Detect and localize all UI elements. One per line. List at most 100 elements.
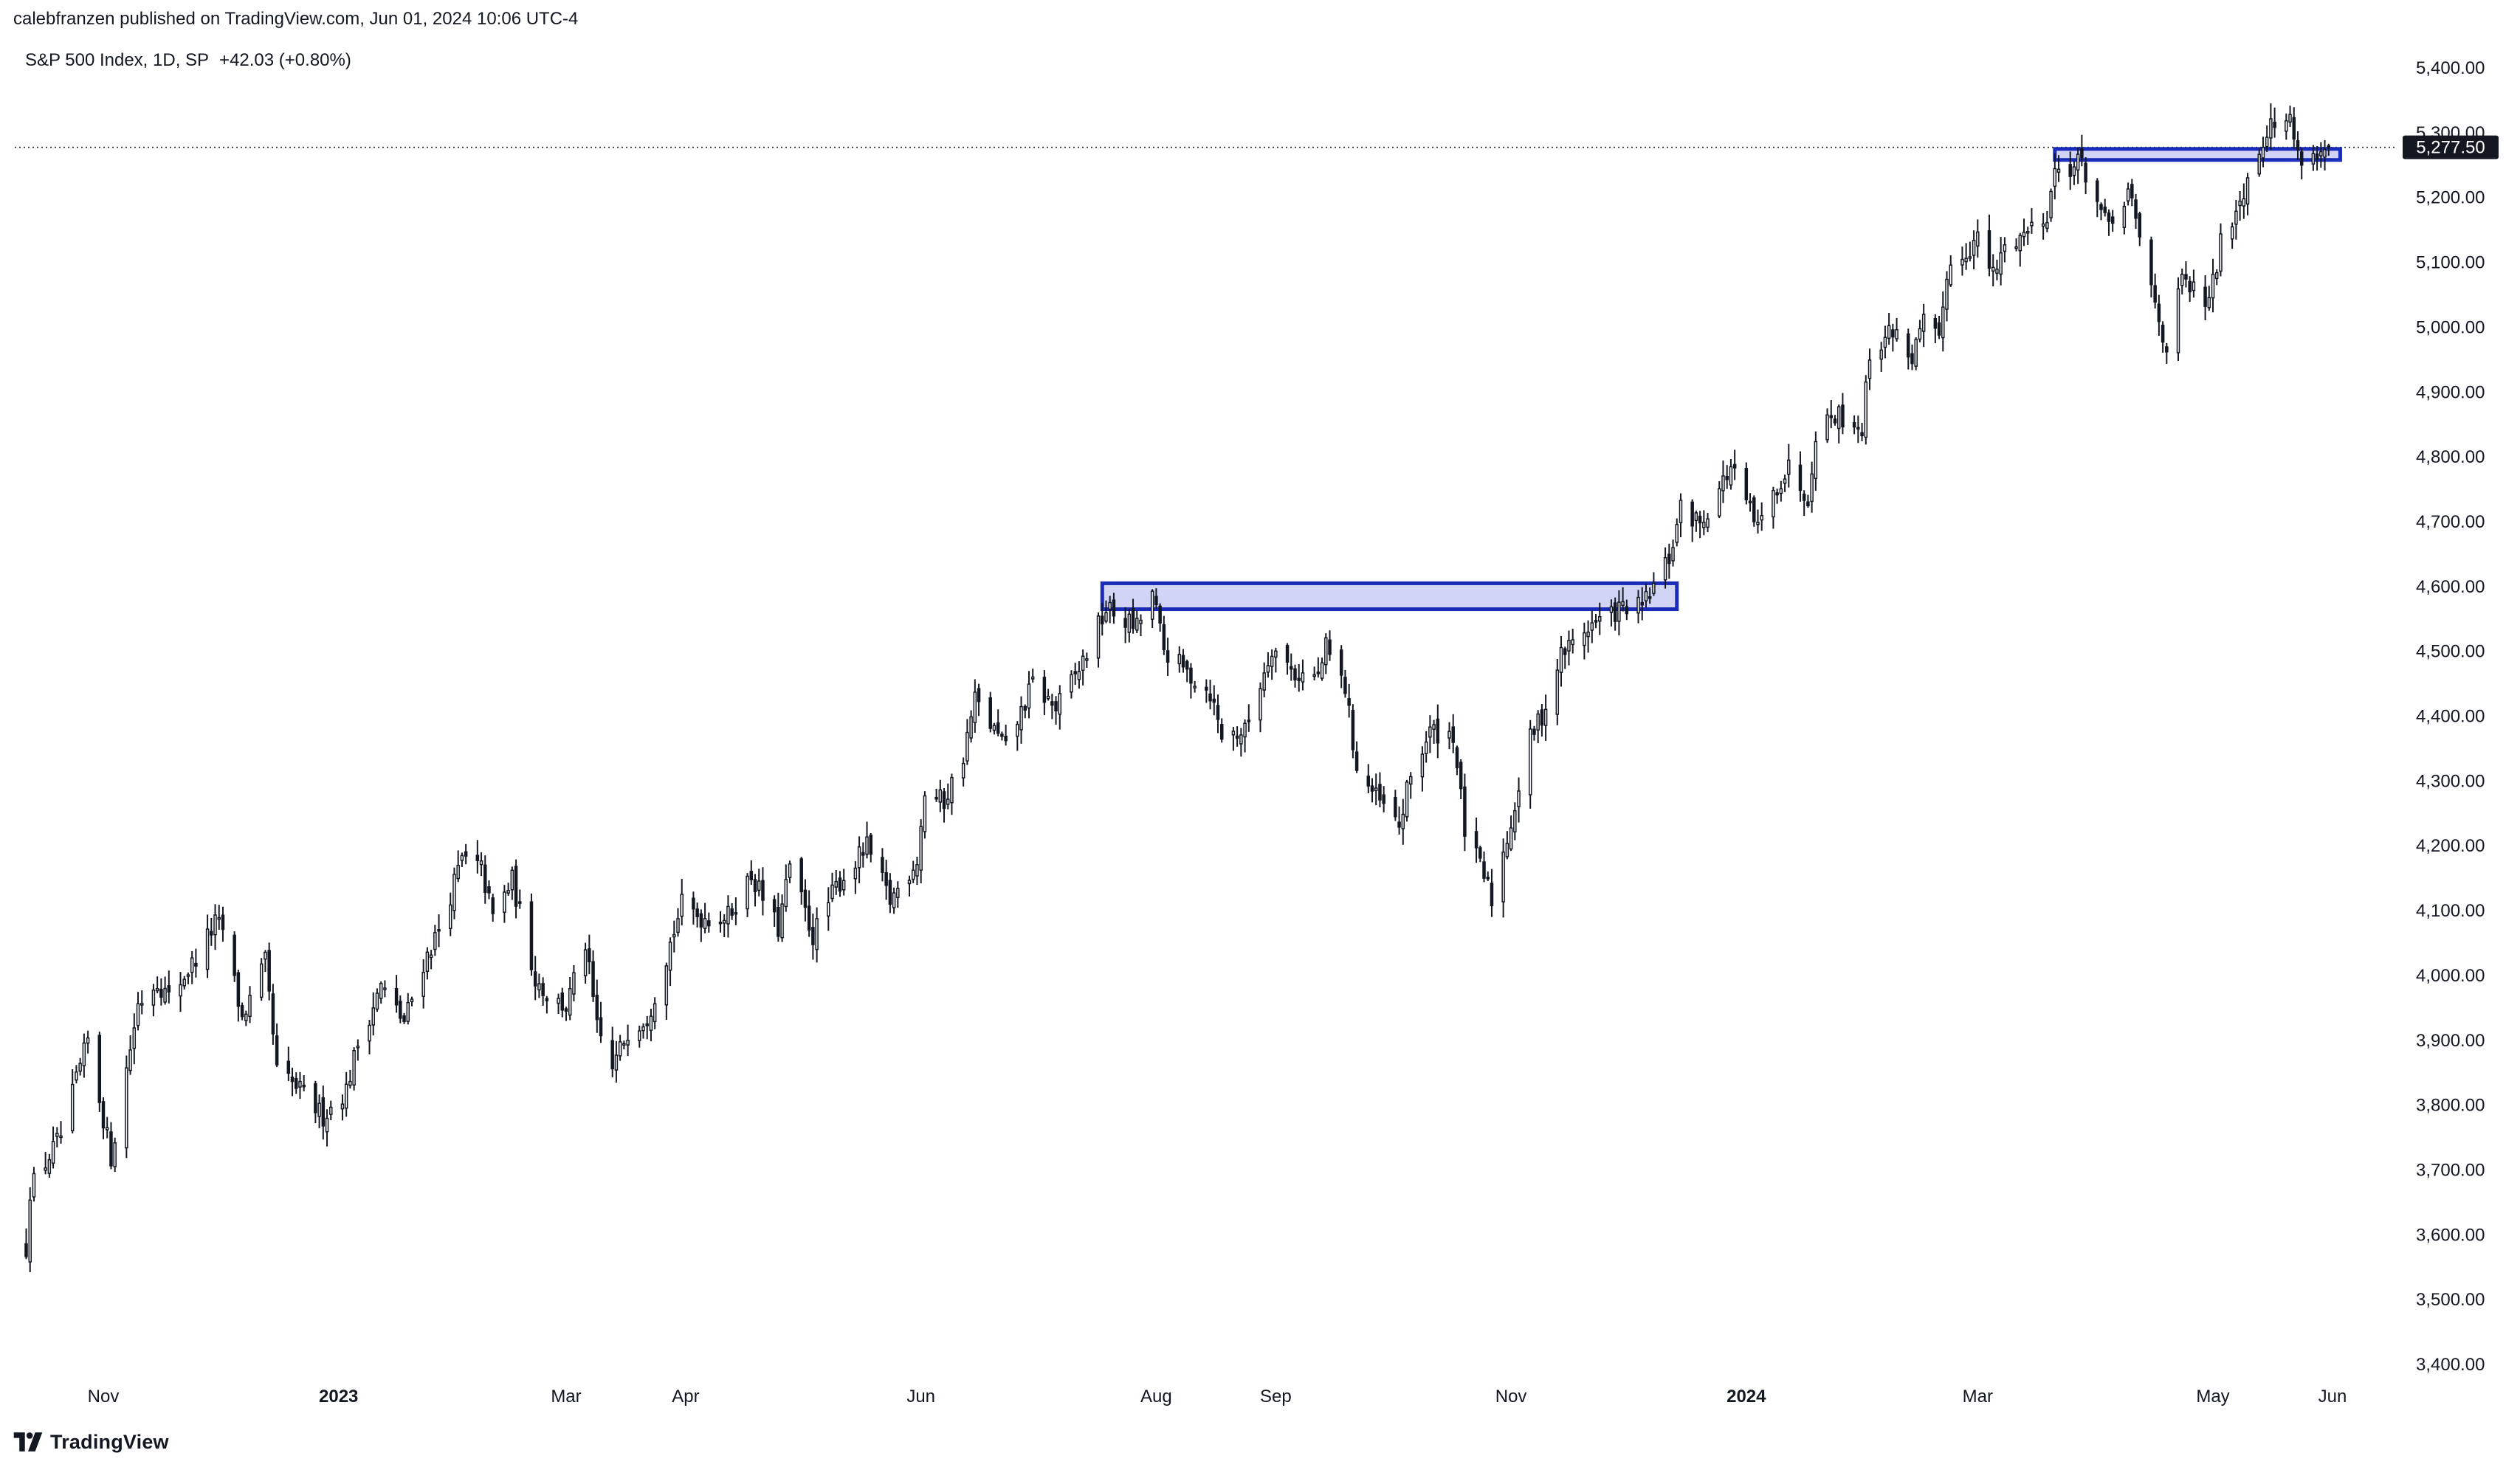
candle-down xyxy=(1841,404,1845,428)
candle-up xyxy=(368,1024,371,1042)
candle-up xyxy=(2245,177,2250,205)
candle-up xyxy=(1976,231,1980,247)
candle-up xyxy=(1070,674,1073,693)
candle-up xyxy=(1501,852,1505,902)
candle-up xyxy=(2323,148,2327,158)
x-tick-label: May xyxy=(2196,1387,2229,1406)
y-tick-label: 3,700.00 xyxy=(2416,1160,2485,1180)
candle-up xyxy=(2072,166,2076,176)
candle-down xyxy=(233,934,236,976)
candle-up xyxy=(780,903,784,939)
candle-up xyxy=(2076,153,2080,171)
candle-down xyxy=(1640,601,1644,606)
candle-down xyxy=(1725,475,1729,480)
candle-up xyxy=(325,1117,329,1133)
candle-down xyxy=(1852,422,1856,428)
y-tick-label: 3,600.00 xyxy=(2416,1225,2485,1245)
symbol-legend[interactable]: S&P 500 Index, 1D, SP +42.03 (+0.80%) xyxy=(25,50,351,71)
candle-up xyxy=(217,917,221,920)
candle-up xyxy=(641,1026,645,1032)
candle-up xyxy=(1374,787,1378,792)
candle-up xyxy=(853,867,858,880)
y-tick-label: 5,100.00 xyxy=(2416,253,2485,273)
candle-up xyxy=(1081,655,1085,672)
candle-up xyxy=(969,716,973,739)
candle-down xyxy=(2188,280,2192,293)
candle-down xyxy=(2157,303,2161,322)
candle-down xyxy=(1732,463,1737,469)
candle-up xyxy=(344,1083,348,1109)
candle-down xyxy=(1316,672,1321,674)
y-tick-label: 4,200.00 xyxy=(2416,836,2485,856)
candle-up xyxy=(614,1054,619,1071)
candle-up xyxy=(2319,151,2323,156)
candle-up xyxy=(32,1173,36,1198)
candle-up xyxy=(503,891,506,913)
candle-down xyxy=(2068,164,2072,177)
candle-down xyxy=(514,866,518,907)
candle-down xyxy=(236,972,241,1007)
y-tick-label: 4,400.00 xyxy=(2416,707,2485,727)
candle-down xyxy=(1532,728,1536,735)
x-tick-label: 2024 xyxy=(1727,1387,1766,1406)
candle-down xyxy=(861,852,865,856)
candle-up xyxy=(915,864,919,877)
candle-down xyxy=(2107,212,2111,222)
candle-up xyxy=(1139,619,1143,624)
candle-down xyxy=(1613,602,1617,622)
candle-up xyxy=(132,1027,137,1049)
candle-up xyxy=(356,1046,360,1049)
candle-down xyxy=(483,864,487,893)
candle-up xyxy=(583,949,588,976)
candle-up xyxy=(1964,258,1968,263)
candle-up xyxy=(479,860,483,866)
candle-down xyxy=(1343,677,1347,694)
candle-up xyxy=(75,1071,78,1081)
x-tick-label: Sep xyxy=(1260,1387,1292,1406)
candle-up xyxy=(70,1083,75,1132)
resistance-zone-1[interactable] xyxy=(1100,581,1679,612)
candle-up xyxy=(1016,723,1019,737)
candle-down xyxy=(271,993,275,1035)
candle-down xyxy=(838,877,842,892)
candle-up xyxy=(1239,734,1243,745)
candle-up xyxy=(857,846,861,869)
candle-up xyxy=(965,731,969,762)
candle-up xyxy=(55,1133,59,1137)
candle-down xyxy=(1293,668,1297,680)
candle-up xyxy=(44,1167,47,1171)
candle-up xyxy=(179,984,182,997)
candle-down xyxy=(1212,698,1216,703)
candle-up xyxy=(205,928,210,970)
candle-up xyxy=(317,1102,321,1117)
y-tick-label: 3,800.00 xyxy=(2416,1096,2485,1116)
candle-down xyxy=(734,911,738,915)
candle-down xyxy=(109,1131,113,1167)
candle-down xyxy=(564,1008,568,1012)
candle-down xyxy=(1382,794,1385,804)
candle-up xyxy=(1609,606,1614,613)
candle-up xyxy=(2269,118,2273,139)
tradingview-wordmark: TradingView xyxy=(50,1430,169,1453)
candle-up xyxy=(2257,153,2261,175)
candle-down xyxy=(167,985,171,993)
y-tick-label: 5,000.00 xyxy=(2416,317,2485,337)
candle-down xyxy=(560,993,565,1011)
candle-down xyxy=(1004,736,1008,742)
tradingview-branding[interactable]: TradingView xyxy=(13,1429,169,1455)
candle-down xyxy=(1540,709,1544,726)
candle-down xyxy=(1042,677,1047,703)
candle-up xyxy=(1879,349,1883,360)
candle-up xyxy=(429,954,433,959)
candle-down xyxy=(749,871,754,880)
candle-up xyxy=(59,1135,63,1139)
candle-up xyxy=(1408,776,1413,785)
candle-down xyxy=(1397,821,1401,828)
candle-up xyxy=(2180,274,2184,286)
candle-down xyxy=(1744,468,1749,500)
candle-down xyxy=(286,1060,291,1074)
candle-up xyxy=(1995,269,1999,274)
candle-up xyxy=(383,987,387,990)
candle-up xyxy=(1528,728,1532,795)
